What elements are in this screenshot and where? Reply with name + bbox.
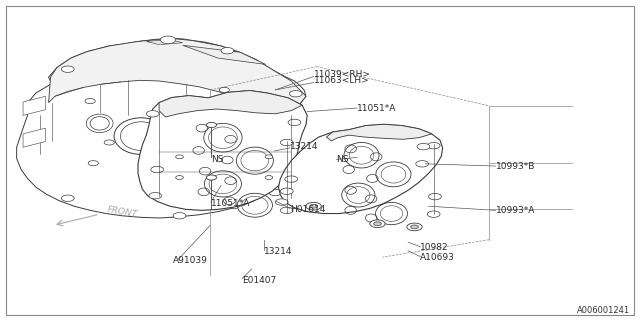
Text: A10693: A10693 xyxy=(420,253,455,262)
Circle shape xyxy=(269,189,282,196)
Circle shape xyxy=(61,66,74,72)
Polygon shape xyxy=(147,40,182,45)
Circle shape xyxy=(275,199,288,205)
Circle shape xyxy=(173,212,186,219)
Circle shape xyxy=(219,87,229,92)
Circle shape xyxy=(280,188,293,195)
Circle shape xyxy=(280,207,293,213)
Text: NS: NS xyxy=(337,155,349,164)
Text: E01407: E01407 xyxy=(242,276,276,285)
Text: 11051*A: 11051*A xyxy=(211,199,250,208)
Polygon shape xyxy=(17,38,306,218)
Circle shape xyxy=(374,222,381,226)
Circle shape xyxy=(85,99,95,104)
Circle shape xyxy=(428,211,440,217)
Circle shape xyxy=(254,94,264,99)
Circle shape xyxy=(289,91,302,97)
Circle shape xyxy=(175,155,183,159)
Circle shape xyxy=(228,204,239,209)
Polygon shape xyxy=(23,128,45,147)
Circle shape xyxy=(265,155,273,159)
Circle shape xyxy=(417,143,430,150)
Circle shape xyxy=(88,161,99,166)
Circle shape xyxy=(306,202,321,210)
Circle shape xyxy=(104,140,115,145)
Circle shape xyxy=(260,138,271,143)
Circle shape xyxy=(265,176,273,180)
Polygon shape xyxy=(159,91,302,117)
Circle shape xyxy=(407,223,422,231)
Circle shape xyxy=(149,193,162,199)
Circle shape xyxy=(288,119,301,125)
Text: 13214: 13214 xyxy=(264,247,293,256)
Circle shape xyxy=(61,195,74,201)
Circle shape xyxy=(280,139,293,146)
Text: 10993*A: 10993*A xyxy=(495,206,535,215)
Polygon shape xyxy=(138,91,307,210)
Text: 11063<LH>: 11063<LH> xyxy=(314,76,369,85)
Circle shape xyxy=(206,123,216,127)
Circle shape xyxy=(221,48,234,54)
Text: 10982: 10982 xyxy=(420,243,449,252)
Text: 11051*A: 11051*A xyxy=(357,104,396,113)
Text: FRONT: FRONT xyxy=(106,205,138,220)
Circle shape xyxy=(416,161,429,167)
Polygon shape xyxy=(23,96,45,116)
Text: NS: NS xyxy=(211,155,224,164)
Polygon shape xyxy=(182,45,266,64)
Circle shape xyxy=(411,225,419,229)
Circle shape xyxy=(310,204,317,208)
Circle shape xyxy=(429,194,442,200)
Polygon shape xyxy=(278,124,443,213)
Text: A006001241: A006001241 xyxy=(577,306,630,315)
Circle shape xyxy=(428,142,440,149)
Circle shape xyxy=(151,166,164,173)
Circle shape xyxy=(161,36,175,44)
Circle shape xyxy=(285,176,298,182)
Text: 10993*B: 10993*B xyxy=(495,162,535,171)
Polygon shape xyxy=(49,38,306,116)
Circle shape xyxy=(175,176,183,180)
Text: A91039: A91039 xyxy=(173,256,208,265)
Text: 11039<RH>: 11039<RH> xyxy=(314,70,371,79)
Circle shape xyxy=(147,111,159,117)
Polygon shape xyxy=(326,124,432,141)
Text: H01614: H01614 xyxy=(290,205,325,214)
Circle shape xyxy=(370,220,385,228)
Circle shape xyxy=(206,175,216,180)
Text: 13214: 13214 xyxy=(290,142,319,151)
